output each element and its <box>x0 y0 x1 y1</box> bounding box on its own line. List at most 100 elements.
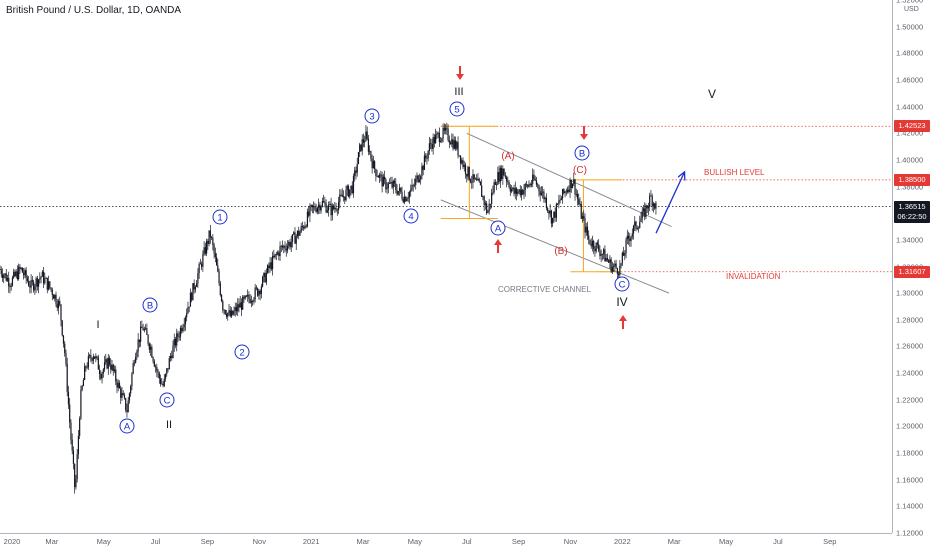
candle-body <box>579 203 581 205</box>
candle-body <box>125 398 127 411</box>
candle-body <box>56 304 58 309</box>
candle <box>197 268 199 288</box>
candle <box>608 258 610 264</box>
candle <box>3 273 5 284</box>
candle-body <box>467 166 469 177</box>
candle <box>371 154 373 174</box>
candle-body <box>651 195 653 207</box>
candle <box>553 211 555 223</box>
candle-body <box>421 165 423 177</box>
candle-body <box>565 191 567 193</box>
candle-body <box>400 187 402 193</box>
candle-body <box>106 359 108 369</box>
candle <box>255 285 257 291</box>
candle-body <box>337 202 340 211</box>
candle-body <box>588 235 590 240</box>
label-text: 4 <box>408 212 413 223</box>
candle <box>213 242 215 259</box>
candle-body <box>133 362 136 364</box>
corrective-channel-label: CORRECTIVE CHANNEL <box>498 285 591 294</box>
candle <box>327 201 330 217</box>
candle-body <box>310 204 312 207</box>
candle-body <box>581 216 584 219</box>
candle <box>36 275 38 291</box>
candle-body <box>250 301 253 303</box>
time-scale[interactable] <box>0 533 892 551</box>
candle-body <box>614 263 616 266</box>
candle <box>452 133 454 151</box>
time-tick-label: Sep <box>823 537 837 546</box>
candle <box>379 172 381 183</box>
candle-body <box>324 202 326 204</box>
candle <box>367 134 370 156</box>
current-price: 1.36515 <box>898 202 926 212</box>
candle <box>652 201 655 213</box>
candle <box>620 263 622 269</box>
candle-body <box>214 253 216 258</box>
candle-body <box>64 343 66 353</box>
candle <box>588 230 590 245</box>
candle <box>39 272 41 284</box>
candle-body <box>365 131 367 142</box>
candle <box>386 182 388 194</box>
candle-body <box>525 184 528 185</box>
candle <box>280 244 282 253</box>
price-tick-label: 1.50000 <box>896 22 924 32</box>
candle-body <box>61 320 63 336</box>
candle <box>122 390 124 396</box>
candle-body <box>304 225 306 229</box>
candle-body <box>112 364 114 371</box>
candle <box>619 260 621 279</box>
candle <box>75 474 77 490</box>
candle-body <box>435 134 437 144</box>
label-circle <box>449 101 465 117</box>
candle-body <box>257 288 259 296</box>
candle <box>613 263 615 273</box>
candle <box>651 193 653 211</box>
candle <box>35 276 37 293</box>
candle-body <box>621 252 623 264</box>
candle-body <box>197 272 199 284</box>
candle <box>1 268 4 282</box>
candle <box>388 178 391 185</box>
candle-body <box>532 174 534 184</box>
candle <box>515 187 518 201</box>
candle-body <box>540 192 543 196</box>
candle <box>132 359 134 375</box>
price-scale[interactable] <box>892 0 932 533</box>
candle-body <box>636 228 638 230</box>
channel-upper-line <box>466 132 672 227</box>
candle-body <box>357 152 360 165</box>
candle <box>360 144 362 152</box>
candle-body <box>50 287 52 290</box>
candle-body <box>413 184 416 186</box>
candle <box>284 241 286 253</box>
candle <box>454 136 457 151</box>
candle-body <box>440 141 442 143</box>
candle <box>520 186 523 201</box>
down-arrow-wave-iii <box>456 66 464 80</box>
corrective-channel <box>440 132 672 294</box>
candle <box>431 138 433 152</box>
candle <box>100 370 102 381</box>
candle-body <box>176 333 178 346</box>
candle <box>293 231 295 236</box>
candle <box>96 355 98 361</box>
candle-body <box>630 236 632 241</box>
candle <box>406 196 408 202</box>
candle-body <box>444 127 447 131</box>
candle-body <box>482 196 484 198</box>
time-tick-label: Mar <box>667 537 681 546</box>
candle <box>46 277 48 294</box>
candle <box>131 372 133 391</box>
candle-body <box>122 393 124 396</box>
candle-body <box>108 357 111 365</box>
candle-body <box>280 245 282 247</box>
candle <box>330 197 332 222</box>
candle <box>189 288 192 307</box>
candle-body <box>498 171 500 182</box>
price-tick-label: 1.12000 <box>896 528 924 538</box>
candle-body <box>477 178 479 181</box>
candle <box>411 178 413 192</box>
